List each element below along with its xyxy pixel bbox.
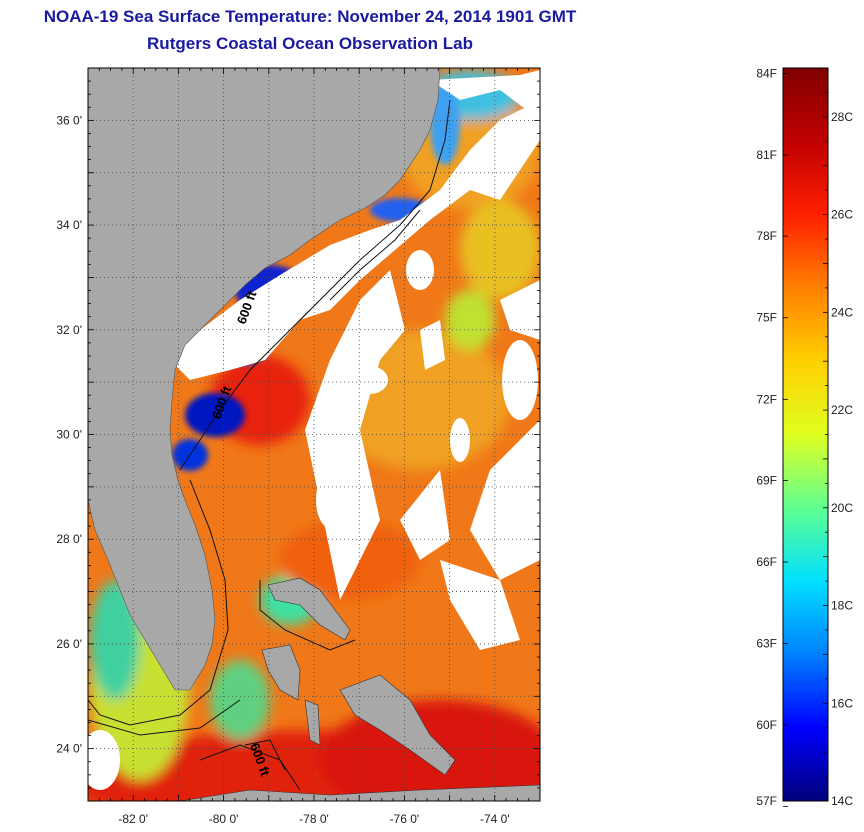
graticule — [88, 68, 540, 801]
colorbar-label-f: 60F — [756, 718, 777, 732]
latitude-label: 32 0' — [56, 323, 82, 337]
map-area: 600 ft 600 ft 600 ft — [88, 68, 540, 801]
colorbar-label-c: 28C — [831, 110, 853, 124]
colorbar-label-c: 20C — [831, 501, 853, 515]
colorbar-ticks — [783, 67, 828, 807]
latitude-label: 24 0' — [56, 742, 82, 756]
colorbar-label-c: 22C — [831, 403, 853, 417]
map-subtitle: Rutgers Coastal Ocean Observation Lab — [147, 34, 473, 53]
colorbar-label-c: 18C — [831, 599, 853, 613]
colorbar-label-f: 69F — [756, 473, 777, 487]
colorbar-label-c: 14C — [831, 794, 853, 808]
colorbar-label-c: 24C — [831, 305, 853, 319]
axis-ticks — [87, 67, 541, 802]
longitude-labels: -82 0' -80 0' -78 0' -76 0' -74 0' — [118, 812, 509, 826]
colorbar-label-f: 81F — [756, 148, 777, 162]
colorbar-label-f: 78F — [756, 229, 777, 243]
longitude-label: -74 0' — [480, 812, 510, 826]
colorbar-label-f: 75F — [756, 311, 777, 325]
longitude-label: -78 0' — [299, 812, 329, 826]
land-mass — [88, 68, 441, 691]
colorbar-label-c: 26C — [831, 208, 853, 222]
longitude-label: -80 0' — [209, 812, 239, 826]
colorbar-fahrenheit-labels: 84F 81F 78F 75F 72F 69F 66F 63F 60F 57F — [756, 66, 777, 808]
colorbar-label-f: 66F — [756, 555, 777, 569]
latitude-labels: 36 0' 34 0' 32 0' 30 0' 28 0' 26 0' 24 0' — [56, 113, 82, 755]
latitude-label: 34 0' — [56, 218, 82, 232]
latitude-label: 30 0' — [56, 428, 82, 442]
colorbar-celsius-labels: 28C 26C 24C 22C 20C 18C 16C 14C — [831, 110, 853, 808]
colorbar-label-c: 16C — [831, 696, 853, 710]
map-title: NOAA-19 Sea Surface Temperature: Novembe… — [43, 7, 577, 26]
latitude-label: 28 0' — [56, 532, 82, 546]
longitude-label: -76 0' — [390, 812, 420, 826]
colorbar-label-f: 84F — [756, 66, 777, 80]
cloud-mask — [88, 70, 540, 790]
latitude-label: 36 0' — [56, 113, 82, 127]
colorbar-label-f: 72F — [756, 392, 777, 406]
colorbar-label-f: 63F — [756, 637, 777, 651]
colorbar-label-f: 57F — [756, 794, 777, 808]
latitude-label: 26 0' — [56, 637, 82, 651]
colorbar — [782, 67, 829, 802]
longitude-label: -82 0' — [118, 812, 148, 826]
